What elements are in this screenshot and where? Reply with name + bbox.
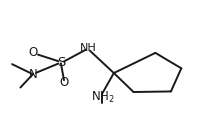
Text: O: O (59, 76, 69, 89)
Text: N: N (28, 68, 37, 81)
Text: NH: NH (79, 43, 96, 53)
Text: S: S (57, 56, 65, 69)
Text: O: O (28, 46, 37, 59)
Text: NH$_2$: NH$_2$ (90, 90, 114, 105)
